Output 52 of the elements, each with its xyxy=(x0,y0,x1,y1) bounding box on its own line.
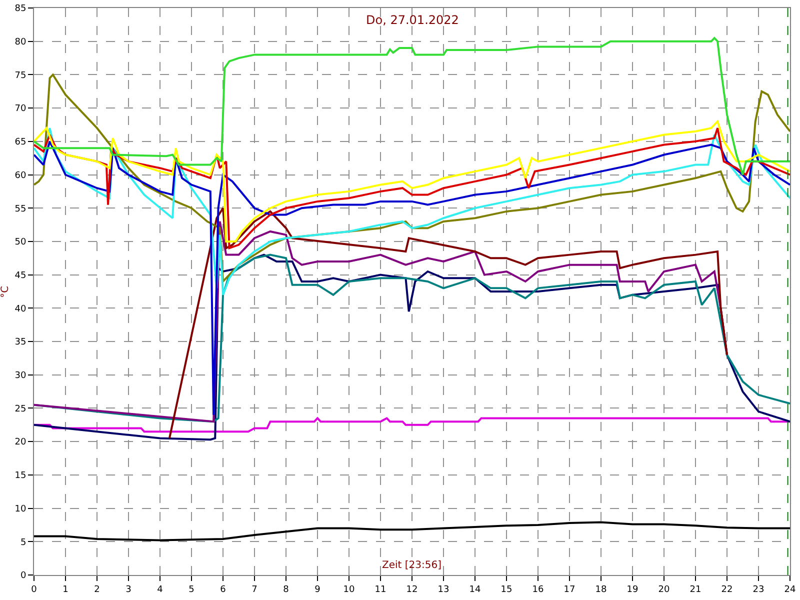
line-series xyxy=(34,37,790,176)
x-tick-label: 20 xyxy=(658,584,670,595)
line-series xyxy=(34,74,790,282)
line-series xyxy=(34,127,790,296)
x-tick-label: 19 xyxy=(626,584,638,595)
y-tick-label: 40 xyxy=(14,304,26,314)
x-tick-label: 6 xyxy=(220,584,226,595)
x-axis-title: Zeit [23:56] xyxy=(382,560,442,571)
text: Do, 27.01.2022 xyxy=(366,13,459,27)
x-tick-label: 15 xyxy=(500,584,512,595)
y-tick-label: 0 xyxy=(20,571,26,582)
y-tick-label: 25 xyxy=(14,404,26,414)
y-tick-label: 80 xyxy=(14,38,26,48)
y-tick-label: 85 xyxy=(14,4,26,14)
y-tick-label: 70 xyxy=(14,104,26,114)
x-tick-label: 4 xyxy=(157,584,164,595)
x-tick-label: 5 xyxy=(188,584,194,595)
x-tick-label: 21 xyxy=(690,584,702,595)
x-tick-label: 2 xyxy=(94,584,100,595)
y-tick-label: 45 xyxy=(14,270,26,281)
y-tick-label: 30 xyxy=(14,371,26,382)
x-tick-label: 22 xyxy=(721,584,733,595)
y-tick-label: 50 xyxy=(14,238,26,248)
y-tick-label: 35 xyxy=(14,338,26,348)
y-tick-label: 75 xyxy=(14,70,26,81)
y-tick-label: 55 xyxy=(14,204,26,214)
y-tick-label: 5 xyxy=(20,538,26,548)
x-tick-label: 23 xyxy=(752,584,764,595)
x-tick-label: 10 xyxy=(343,584,355,595)
line-series xyxy=(34,521,790,542)
x-tick-label: 7 xyxy=(252,584,258,595)
line-series xyxy=(34,140,790,416)
x-tick-label: 1 xyxy=(62,584,68,595)
y-tick-label: 15 xyxy=(14,471,26,482)
x-tick-label: 24 xyxy=(784,584,796,595)
y-tick-label: 65 xyxy=(14,138,26,148)
x-tick-label: 18 xyxy=(595,584,607,595)
x-tick-label: 16 xyxy=(532,584,544,595)
y-tick-label: 20 xyxy=(14,438,26,448)
x-tick-label: 11 xyxy=(374,584,386,595)
line-series xyxy=(168,207,728,440)
x-tick-label: 0 xyxy=(31,584,38,595)
x-tick-label: 17 xyxy=(564,584,576,595)
x-tick-label: 14 xyxy=(469,584,481,595)
x-tick-label: 13 xyxy=(438,584,450,595)
x-tick-label: 8 xyxy=(283,584,290,595)
x-tick-label: 9 xyxy=(314,584,321,595)
y-tick-label: 10 xyxy=(14,504,26,514)
x-tick-label: 3 xyxy=(126,584,132,595)
x-tick-label: 12 xyxy=(406,584,418,595)
y-axis-title: °C xyxy=(0,286,11,298)
y-tick-label: 60 xyxy=(14,170,26,181)
